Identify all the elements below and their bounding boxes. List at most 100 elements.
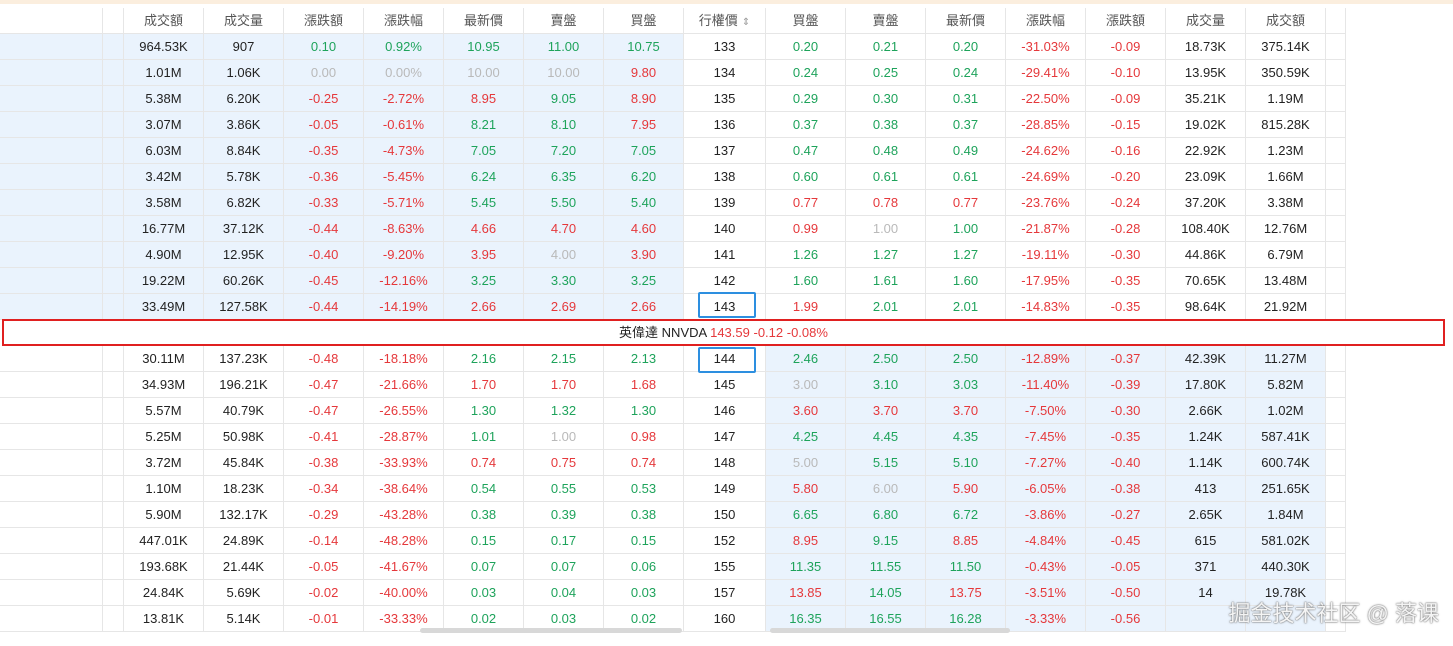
cell <box>1326 398 1346 424</box>
call-cell: 0.53 <box>604 476 684 502</box>
put-cell: 44.86K <box>1166 242 1246 268</box>
cell <box>103 346 124 372</box>
call-cell: 3.30 <box>524 268 604 294</box>
put-cell: -0.43% <box>1006 554 1086 580</box>
call-cell: 193.68K <box>124 554 204 580</box>
put-cell: -19.11% <box>1006 242 1086 268</box>
put-cell: 615 <box>1166 528 1246 554</box>
put-cell: 70.65K <box>1166 268 1246 294</box>
change-pct: -0.08% <box>786 325 828 340</box>
strike-cell: 136 <box>684 112 766 138</box>
put-cell <box>1246 606 1326 632</box>
call-cell: -2.72% <box>364 86 444 112</box>
put-cell: 0.61 <box>846 164 926 190</box>
column-header: 成交額 <box>124 8 204 34</box>
call-cell: 5.57M <box>124 398 204 424</box>
put-cell: 14.05 <box>846 580 926 606</box>
sort-icon[interactable]: ⇕ <box>741 17 751 28</box>
cell <box>103 86 124 112</box>
put-cell: 0.49 <box>926 138 1006 164</box>
put-cell: 3.70 <box>846 398 926 424</box>
put-cell: -21.87% <box>1006 216 1086 242</box>
put-cell: 11.35 <box>766 554 846 580</box>
put-cell: -3.51% <box>1006 580 1086 606</box>
scrollbar[interactable] <box>770 628 1010 633</box>
call-cell: 0.04 <box>524 580 604 606</box>
put-cell: 1.24K <box>1166 424 1246 450</box>
cell <box>0 476 103 502</box>
strike-cell: 155 <box>684 554 766 580</box>
call-cell: -0.25 <box>284 86 364 112</box>
strike-cell: 138 <box>684 164 766 190</box>
call-cell: -0.33 <box>284 190 364 216</box>
call-cell: 10.00 <box>524 60 604 86</box>
call-cell: 0.92% <box>364 34 444 60</box>
call-cell: -0.40 <box>284 242 364 268</box>
put-cell: 0.78 <box>846 190 926 216</box>
call-cell: -0.44 <box>284 216 364 242</box>
call-cell: 3.42M <box>124 164 204 190</box>
call-cell: 127.58K <box>204 294 284 320</box>
cell <box>103 502 124 528</box>
column-header: 買盤 <box>604 8 684 34</box>
put-cell: 2.01 <box>926 294 1006 320</box>
cell <box>0 34 103 60</box>
call-cell: -26.55% <box>364 398 444 424</box>
strike-cell: 137 <box>684 138 766 164</box>
column-header[interactable]: 行權價 ⇕ <box>684 8 766 34</box>
put-cell: -0.15 <box>1086 112 1166 138</box>
cell <box>0 268 103 294</box>
call-cell: -0.02 <box>284 580 364 606</box>
strike-cell: 147 <box>684 424 766 450</box>
put-cell: 23.09K <box>1166 164 1246 190</box>
call-cell: 1.32 <box>524 398 604 424</box>
call-cell: 5.25M <box>124 424 204 450</box>
put-cell: 19.02K <box>1166 112 1246 138</box>
put-cell: 1.26 <box>766 242 846 268</box>
call-cell: 4.70 <box>524 216 604 242</box>
cell <box>0 528 103 554</box>
put-cell: 440.30K <box>1246 554 1326 580</box>
put-cell: 5.15 <box>846 450 926 476</box>
put-cell: 350.59K <box>1246 60 1326 86</box>
call-cell: 3.07M <box>124 112 204 138</box>
cell <box>0 86 103 112</box>
put-cell: 4.25 <box>766 424 846 450</box>
call-cell: 0.06 <box>604 554 684 580</box>
call-cell: 45.84K <box>204 450 284 476</box>
put-cell: -3.33% <box>1006 606 1086 632</box>
column-header: 漲跌額 <box>1086 8 1166 34</box>
put-cell: 2.01 <box>846 294 926 320</box>
call-cell: 0.75 <box>524 450 604 476</box>
put-cell: 1.66M <box>1246 164 1326 190</box>
call-cell: 30.11M <box>124 346 204 372</box>
cell <box>1326 372 1346 398</box>
strike-cell: 157 <box>684 580 766 606</box>
put-cell: 1.19M <box>1246 86 1326 112</box>
column-header: 漲跌幅 <box>1006 8 1086 34</box>
call-cell: 0.74 <box>444 450 524 476</box>
call-cell: -0.14 <box>284 528 364 554</box>
call-cell: 0.07 <box>444 554 524 580</box>
call-cell: 3.58M <box>124 190 204 216</box>
put-cell: 3.10 <box>846 372 926 398</box>
call-cell: 34.93M <box>124 372 204 398</box>
scrollbar[interactable] <box>420 628 682 633</box>
put-cell: 1.61 <box>846 268 926 294</box>
call-cell: 0.17 <box>524 528 604 554</box>
strike-cell: 149 <box>684 476 766 502</box>
cell <box>1326 476 1346 502</box>
call-cell: 1.10M <box>124 476 204 502</box>
call-cell: 1.06K <box>204 60 284 86</box>
put-cell: -28.85% <box>1006 112 1086 138</box>
cell <box>0 450 103 476</box>
call-cell: 8.10 <box>524 112 604 138</box>
call-cell: -0.29 <box>284 502 364 528</box>
put-cell: 1.99 <box>766 294 846 320</box>
put-cell: 0.20 <box>926 34 1006 60</box>
call-cell: -4.73% <box>364 138 444 164</box>
put-cell: 1.60 <box>926 268 1006 294</box>
call-cell: 4.66 <box>444 216 524 242</box>
put-cell: -24.62% <box>1006 138 1086 164</box>
